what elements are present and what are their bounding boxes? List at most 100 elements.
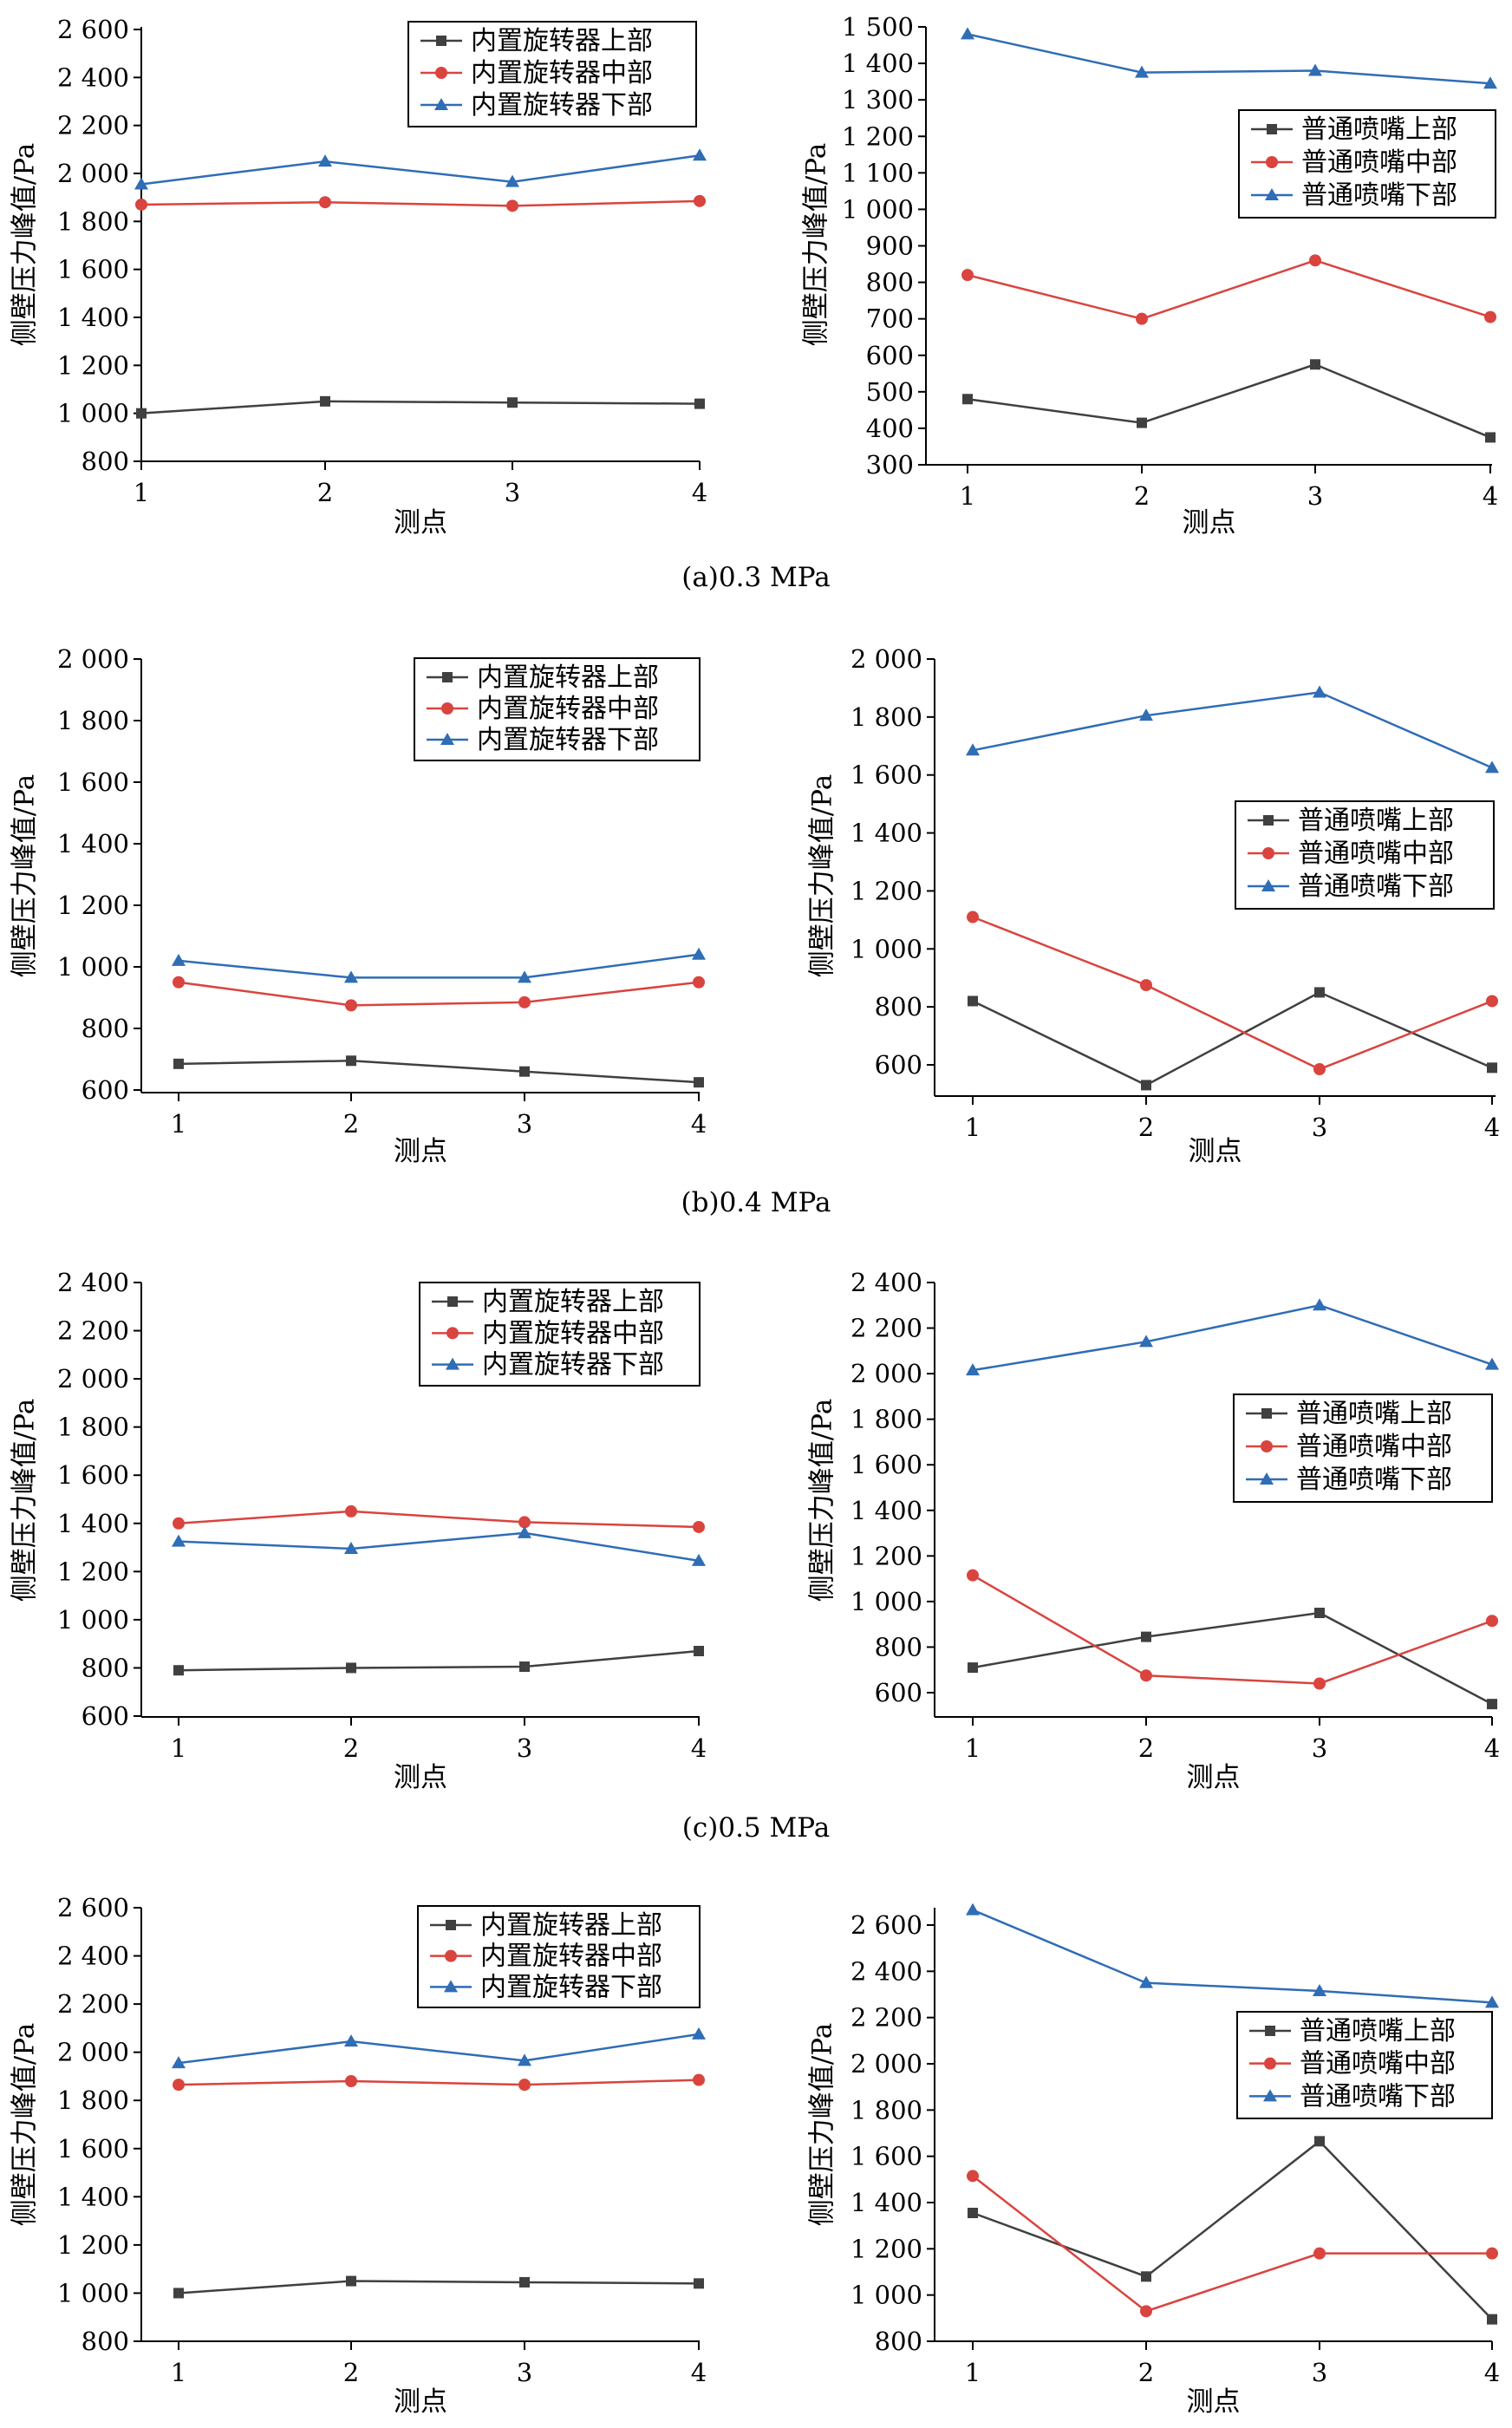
data-point-lower — [172, 1534, 186, 1547]
data-point-lower — [1313, 1984, 1326, 1996]
series-line-middle — [972, 2175, 1492, 2313]
x-axis-label: 测点 — [394, 1136, 447, 1167]
data-point-upper — [694, 1077, 704, 1088]
y-tick-label: 1 200 — [57, 1557, 129, 1586]
legend-marker-lower — [444, 1980, 458, 1993]
data-point-lower — [344, 2034, 358, 2047]
legend-marker-middle — [1264, 2057, 1276, 2070]
x-tick-label: 3 — [1312, 1733, 1327, 1763]
series-line-lower — [972, 691, 1493, 769]
legend-marker-upper — [1263, 815, 1274, 826]
data-point-upper — [519, 2276, 530, 2288]
y-tick-label: 1 000 — [57, 952, 129, 982]
series-line-upper — [140, 400, 701, 414]
data-point-lower — [172, 2056, 186, 2069]
y-tick-label: 2 200 — [57, 111, 129, 140]
chart-panel-8: 800 1 000 1 200 1 400 1 600 1 800 2 000 2 200 2 … — [807, 1903, 1500, 2418]
data-point-lower — [692, 2027, 706, 2040]
data-point-middle — [693, 2073, 705, 2086]
data-point-middle — [1486, 1615, 1498, 1628]
legend-label-middle: 内置旋转器中部 — [480, 1942, 662, 1972]
y-axis-label: 侧壁压力峰值/Pa — [807, 1399, 838, 1602]
data-point-upper — [1137, 417, 1147, 428]
series-middle — [967, 910, 1498, 1076]
data-point-middle — [345, 2075, 357, 2087]
data-point-lower — [1139, 1975, 1153, 1988]
y-tick-label: 2 600 — [850, 1910, 922, 1940]
data-point-lower — [966, 743, 980, 756]
y-tick-label: 800 — [875, 2327, 922, 2356]
series-middle — [967, 2170, 1498, 2318]
x-axis-label: 测点 — [1183, 507, 1236, 538]
y-tick-label: 2 200 — [57, 1316, 129, 1346]
y-tick-label: 400 — [866, 414, 914, 443]
data-point-upper — [1314, 987, 1325, 998]
data-point-lower — [344, 1541, 358, 1554]
chart-panel-4: 600 800 1 000 1 200 1 400 1 600 1 800 2 000 1 2 3 4… — [807, 644, 1501, 1167]
data-point-upper — [1141, 2271, 1151, 2282]
legend-label-lower: 内置旋转器下部 — [477, 725, 659, 755]
y-tick-label: 1 800 — [57, 206, 129, 236]
data-point-upper — [1314, 2136, 1325, 2147]
legend-marker-middle — [1266, 156, 1278, 168]
series-upper — [136, 395, 705, 419]
data-point-middle — [345, 999, 357, 1012]
data-point-lower — [1485, 1357, 1499, 1370]
y-tick-label: 700 — [866, 304, 914, 334]
legend-label-middle: 普通喷嘴中部 — [1296, 1432, 1452, 1462]
series-lower — [966, 685, 1499, 773]
data-point-lower — [966, 1903, 980, 1916]
series-middle — [173, 1504, 705, 1533]
y-tick-label: 1 000 — [850, 1587, 922, 1616]
series-line-middle — [178, 2079, 700, 2086]
y-tick-label: 2 400 — [850, 1268, 922, 1297]
series-upper — [173, 2275, 704, 2299]
x-tick-label: 4 — [1484, 2358, 1500, 2387]
y-tick-label: 1 000 — [57, 1605, 129, 1635]
x-tick-label: 3 — [517, 2358, 532, 2387]
series-middle — [173, 2073, 705, 2092]
data-point-lower — [1313, 1298, 1326, 1311]
x-tick-label: 3 — [1307, 481, 1323, 511]
series-middle — [967, 1569, 1498, 1690]
data-point-middle — [319, 196, 331, 209]
series-line-middle — [967, 259, 1491, 320]
data-point-middle — [518, 2079, 531, 2092]
chart-panel-6: 600 800 1 000 1 200 1 400 1 600 1 800 2 000 2 20… — [807, 1268, 1501, 1793]
legend-marker-middle — [445, 1949, 457, 1962]
data-point-middle — [1313, 1063, 1326, 1076]
y-tick-label: 600 — [875, 1678, 922, 1707]
data-point-middle — [345, 1504, 357, 1518]
x-axis-label: 测点 — [394, 2386, 447, 2418]
series-line-middle — [178, 981, 700, 1007]
data-point-middle — [967, 910, 979, 924]
y-axis-label: 侧壁压力峰值/Pa — [10, 1399, 41, 1602]
data-point-upper — [1487, 1699, 1497, 1710]
y-tick-label: 1 200 — [57, 350, 129, 380]
data-point-lower — [1139, 708, 1153, 721]
series-lower — [134, 148, 707, 190]
data-point-lower — [518, 970, 531, 983]
series-upper — [962, 359, 1496, 443]
legend-label-lower: 内置旋转器下部 — [482, 1350, 664, 1380]
legend-label-middle: 内置旋转器中部 — [477, 694, 659, 724]
legend-label-lower: 普通喷嘴下部 — [1301, 180, 1457, 211]
x-tick-label: 2 — [343, 2358, 359, 2387]
figure-caption: (a)0.3 MPa — [681, 562, 831, 593]
data-point-upper — [1487, 2314, 1497, 2325]
y-tick-label: 1 400 — [57, 1509, 129, 1538]
legend-marker-upper — [1265, 2026, 1275, 2036]
legend-marker-upper — [446, 1920, 456, 1930]
y-tick-label: 1 100 — [842, 158, 914, 187]
data-point-lower — [172, 953, 186, 966]
figure-caption: (b)0.4 MPa — [681, 1187, 831, 1218]
y-tick-label: 1 400 — [850, 2188, 922, 2217]
data-point-upper — [1487, 1062, 1497, 1074]
y-axis-label: 侧壁压力峰值/Pa — [10, 2023, 41, 2226]
y-tick-label: 1 800 — [850, 2095, 922, 2124]
y-tick-label: 600 — [866, 341, 914, 370]
